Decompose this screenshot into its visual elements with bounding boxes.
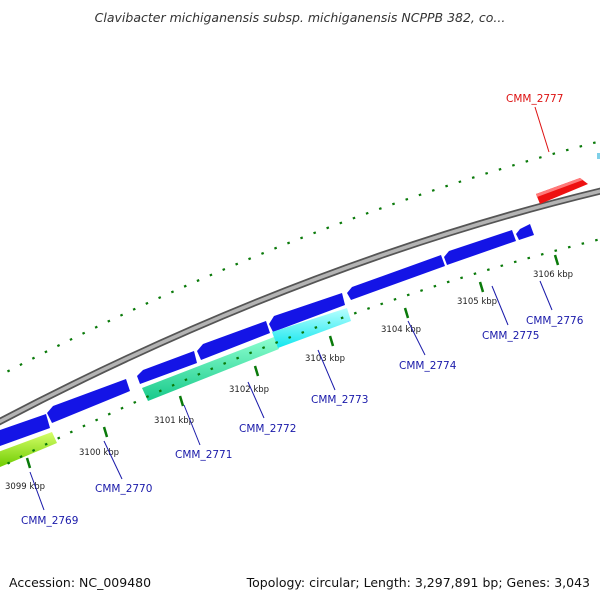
gene-arrow[interactable] — [47, 379, 130, 423]
scale-labels: 3099 kbp 3100 kbp 3101 kbp 3102 kbp 3103… — [5, 270, 573, 492]
scale-label: 3101 kbp — [154, 416, 194, 426]
gene-label[interactable]: CMM_2770 — [95, 483, 152, 495]
gene-arrow[interactable] — [516, 224, 534, 240]
scale-label: 3105 kbp — [457, 297, 497, 307]
gene-label[interactable]: CMM_2771 — [175, 449, 232, 461]
scale-label: 3103 kbp — [305, 354, 345, 364]
scale-label: 3100 kbp — [79, 448, 119, 458]
reverse-strand-genes[interactable] — [0, 224, 534, 446]
gene-label[interactable]: CMM_2773 — [311, 394, 368, 406]
gene-label[interactable]: CMM_2774 — [399, 360, 457, 372]
outer-tick-track — [0, 140, 600, 378]
accession-text: Accession: NC_009480 — [9, 575, 151, 590]
leader-lines — [30, 107, 552, 510]
gene-label[interactable]: CMM_2777 — [506, 93, 563, 105]
gene-label[interactable]: CMM_2769 — [21, 515, 78, 527]
genome-summary: Topology: circular; Length: 3,297,891 bp… — [247, 575, 590, 590]
inner-tick-track — [0, 238, 600, 470]
scale-label: 3102 kbp — [229, 385, 269, 395]
scale-label: 3104 kbp — [381, 325, 421, 335]
gene-label[interactable]: CMM_2776 — [526, 315, 584, 327]
gene-arrow[interactable] — [444, 230, 516, 265]
scale-label: 3099 kbp — [5, 482, 45, 492]
genome-backbone — [0, 190, 600, 424]
scale-label: 3106 kbp — [533, 270, 573, 280]
gene-label[interactable]: CMM_2772 — [239, 423, 296, 435]
gene-label[interactable]: CMM_2775 — [482, 330, 539, 342]
